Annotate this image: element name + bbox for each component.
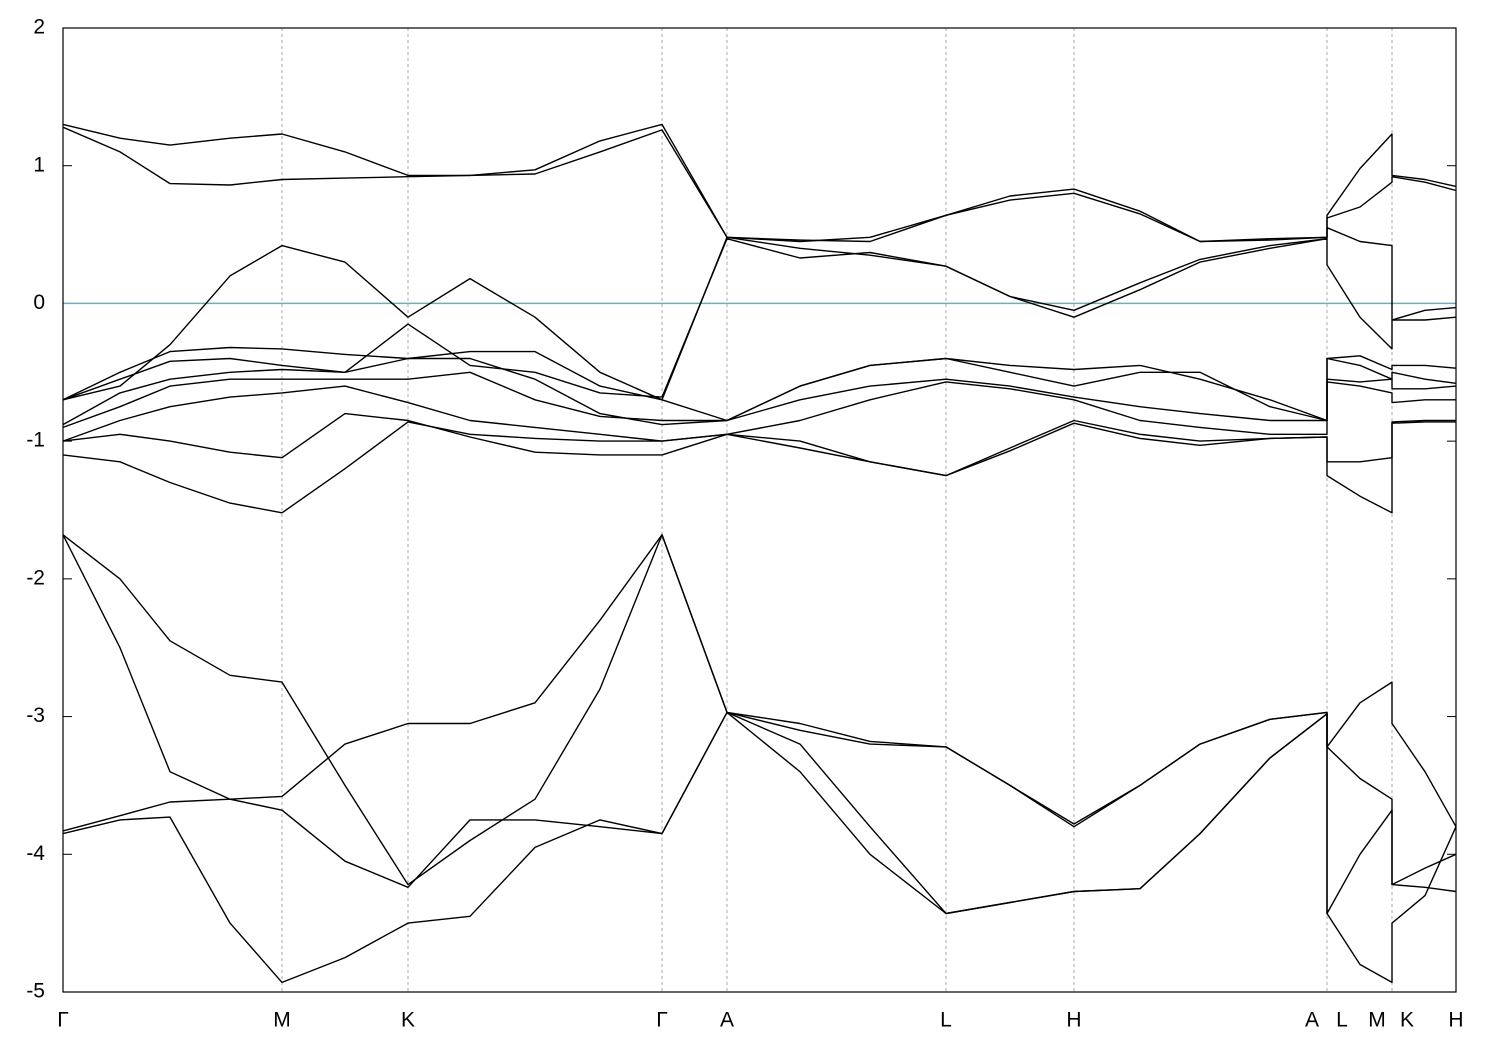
x-tick-label: L [1336, 1009, 1348, 1032]
x-tick-label: A [720, 1009, 734, 1032]
y-tick-label: 2 [33, 16, 45, 39]
band-line [62, 123, 1457, 243]
band-line [62, 419, 1456, 514]
x-tick-label: K [401, 1009, 415, 1032]
y-tick-label: -5 [26, 980, 45, 1003]
y-tick-label: 1 [33, 153, 45, 176]
x-tick-label: K [1400, 1009, 1414, 1032]
band-line [62, 534, 1457, 832]
x-tick-label: Γ [656, 1009, 668, 1032]
x-tick-label: L [940, 1009, 952, 1032]
x-tick-label: M [1368, 1009, 1386, 1032]
band-line [62, 711, 1457, 984]
band-line [62, 412, 1456, 477]
x-tick-label: Γ [57, 1009, 69, 1032]
band-line [62, 236, 1457, 401]
band-line [62, 534, 1457, 915]
plot-frame [62, 27, 1457, 993]
band-line [62, 381, 1456, 442]
y-tick-label: -4 [26, 842, 45, 865]
band-line [62, 126, 1457, 243]
x-tick-label: M [273, 1009, 291, 1032]
x-tick-label: H [1066, 1009, 1081, 1032]
band-line [62, 346, 1457, 422]
band-line [62, 227, 1457, 401]
band-line [62, 371, 1457, 429]
x-tick-label: A [1305, 1009, 1319, 1032]
y-tick-label: -2 [26, 566, 45, 589]
y-tick-label: 0 [33, 291, 45, 314]
x-tick-label: H [1448, 1009, 1463, 1032]
band-line [62, 355, 1457, 426]
band-line [62, 534, 1457, 893]
y-tick-label: -3 [26, 704, 45, 727]
y-tick-label: -1 [26, 429, 45, 452]
